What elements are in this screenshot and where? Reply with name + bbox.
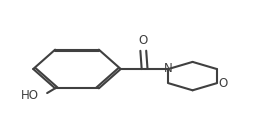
Text: O: O xyxy=(139,34,148,47)
Text: O: O xyxy=(218,77,227,90)
Text: HO: HO xyxy=(21,89,39,102)
Text: N: N xyxy=(164,63,173,75)
